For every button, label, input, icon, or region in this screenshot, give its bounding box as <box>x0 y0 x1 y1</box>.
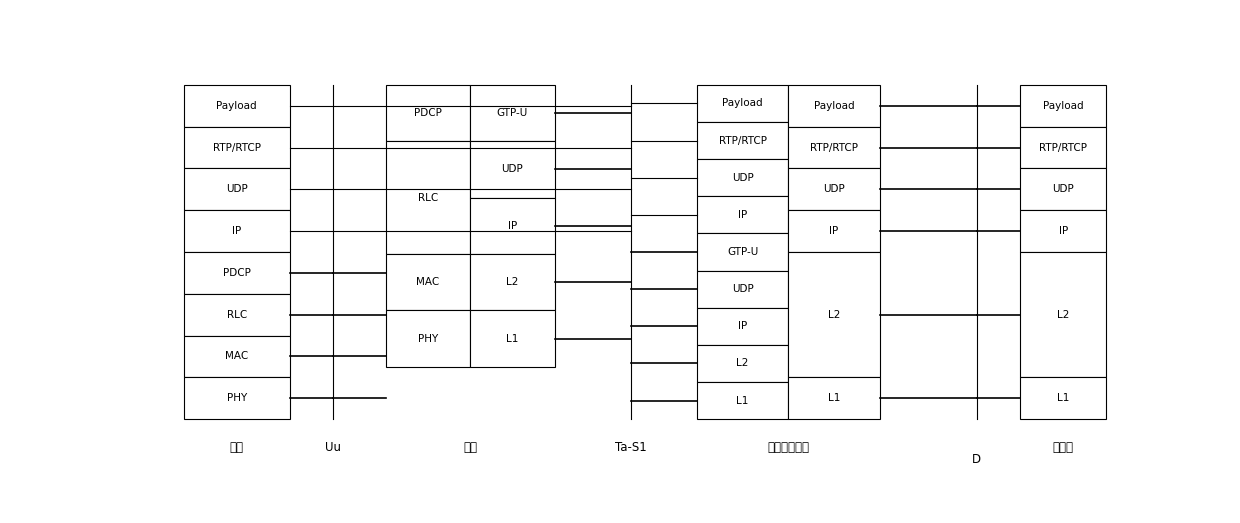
Text: L2: L2 <box>506 277 518 287</box>
Text: PHY: PHY <box>418 334 438 344</box>
Bar <box>1019 168 1106 210</box>
Bar <box>697 308 789 345</box>
Bar <box>697 345 789 382</box>
Bar <box>789 252 879 378</box>
Text: Payload: Payload <box>216 101 257 111</box>
Bar <box>184 210 289 252</box>
Text: 调度台: 调度台 <box>1053 441 1074 454</box>
Text: PHY: PHY <box>227 393 247 403</box>
Text: IP: IP <box>738 321 748 331</box>
Bar <box>470 141 554 198</box>
Text: L2: L2 <box>828 310 841 320</box>
Bar <box>697 122 789 159</box>
Bar <box>697 159 789 196</box>
Bar <box>697 270 789 308</box>
Bar <box>470 198 554 254</box>
Bar <box>697 382 789 419</box>
Text: UDP: UDP <box>502 164 523 175</box>
Text: IP: IP <box>232 226 242 236</box>
Text: RTP/RTCP: RTP/RTCP <box>719 135 766 145</box>
Bar <box>789 378 879 419</box>
Bar <box>470 85 554 141</box>
Text: L1: L1 <box>737 395 749 406</box>
Bar <box>184 336 289 378</box>
Text: UDP: UDP <box>732 173 754 183</box>
Bar <box>697 196 789 233</box>
Bar <box>789 127 879 168</box>
Text: MAC: MAC <box>417 277 439 287</box>
Bar <box>184 378 289 419</box>
Text: RTP/RTCP: RTP/RTCP <box>1039 143 1087 153</box>
Text: IP: IP <box>830 226 838 236</box>
Bar <box>184 168 289 210</box>
Bar <box>470 254 554 311</box>
Text: IP: IP <box>738 210 748 220</box>
Bar <box>386 85 470 141</box>
Bar <box>789 210 879 252</box>
Text: 终端: 终端 <box>229 441 244 454</box>
Bar <box>184 252 289 294</box>
Text: Payload: Payload <box>723 98 763 108</box>
Text: Payload: Payload <box>813 101 854 111</box>
Bar <box>1019 127 1106 168</box>
Bar <box>184 127 289 168</box>
Text: Uu: Uu <box>325 441 341 454</box>
Text: UDP: UDP <box>732 284 754 294</box>
Text: L1: L1 <box>828 393 841 403</box>
Bar <box>386 141 470 254</box>
Text: L2: L2 <box>1056 310 1069 320</box>
Text: L1: L1 <box>1056 393 1069 403</box>
Text: RLC: RLC <box>418 192 438 203</box>
Bar <box>789 168 879 210</box>
Text: IP: IP <box>1059 226 1068 236</box>
Text: 融合交换中心: 融合交换中心 <box>768 441 810 454</box>
Bar <box>1019 252 1106 378</box>
Bar <box>1019 378 1106 419</box>
Bar <box>1019 85 1106 127</box>
Text: UDP: UDP <box>1053 185 1074 195</box>
Bar <box>789 85 879 127</box>
Text: RTP/RTCP: RTP/RTCP <box>213 143 260 153</box>
Text: D: D <box>972 453 981 466</box>
Text: Payload: Payload <box>1043 101 1084 111</box>
Bar <box>1019 210 1106 252</box>
Text: PDCP: PDCP <box>223 268 250 278</box>
Bar <box>697 233 789 270</box>
Text: 基站: 基站 <box>464 441 477 454</box>
Text: RTP/RTCP: RTP/RTCP <box>810 143 858 153</box>
Text: L1: L1 <box>506 334 518 344</box>
Text: UDP: UDP <box>226 185 248 195</box>
Text: MAC: MAC <box>226 351 248 361</box>
Text: UDP: UDP <box>823 185 844 195</box>
Text: PDCP: PDCP <box>414 108 441 118</box>
Text: RLC: RLC <box>227 310 247 320</box>
Bar <box>184 85 289 127</box>
Text: L2: L2 <box>737 358 749 368</box>
Text: GTP-U: GTP-U <box>727 247 759 257</box>
Text: Ta-S1: Ta-S1 <box>615 441 646 454</box>
Bar <box>184 294 289 336</box>
Bar <box>470 311 554 367</box>
Bar <box>386 311 470 367</box>
Text: IP: IP <box>508 221 517 231</box>
Bar <box>697 85 789 122</box>
Text: GTP-U: GTP-U <box>497 108 528 118</box>
Bar <box>386 254 470 311</box>
